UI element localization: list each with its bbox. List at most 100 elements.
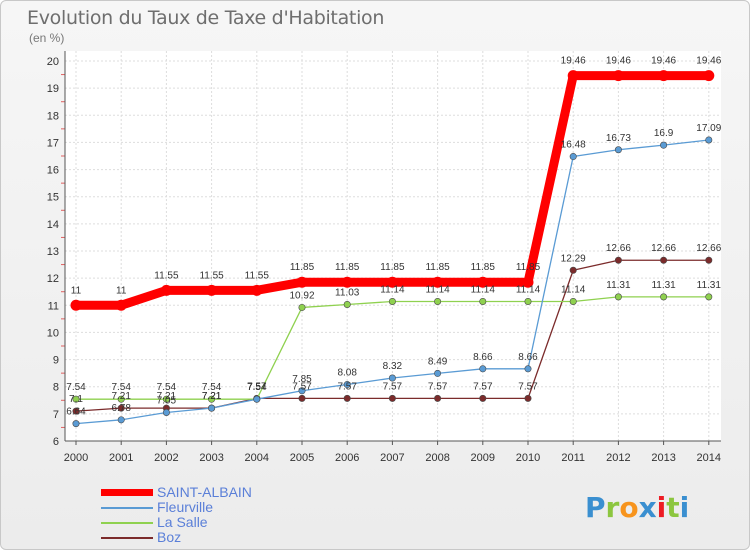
data-point	[660, 141, 668, 149]
data-label: 12.66	[606, 243, 631, 254]
legend-label: Fleurville	[157, 499, 214, 515]
data-label: 7.21	[157, 391, 177, 402]
y-tick-label: 7	[53, 409, 59, 421]
data-point	[251, 284, 263, 296]
y-tick-label: 14	[47, 219, 59, 231]
data-label: 11.03	[335, 287, 360, 298]
data-label: 8.08	[337, 368, 357, 379]
data-point	[115, 299, 127, 311]
y-tick-label: 17	[47, 137, 59, 149]
data-label: 7.54	[66, 382, 86, 393]
x-tick-label: 2002	[154, 452, 178, 464]
data-label: 7.57	[247, 381, 267, 392]
data-label: 7.57	[428, 381, 448, 392]
data-label: 11.14	[471, 284, 496, 295]
data-label: 7.54	[247, 382, 267, 393]
x-tick-label: 2004	[245, 452, 269, 464]
data-label: 11	[71, 285, 82, 296]
legend-swatch	[101, 489, 153, 496]
data-label: 19.46	[651, 56, 676, 67]
data-point	[477, 276, 489, 288]
data-point	[296, 276, 308, 288]
data-point	[208, 404, 216, 412]
y-tick-label: 12	[47, 273, 59, 285]
proxiti-logo: Proxiti	[585, 491, 689, 524]
data-label: 19.46	[606, 56, 631, 67]
y-tick-label: 15	[47, 192, 59, 204]
data-label: 11.85	[516, 262, 541, 273]
data-label: 12.66	[696, 243, 721, 254]
legend-swatch	[101, 522, 153, 524]
data-point	[72, 407, 80, 415]
data-point	[479, 394, 487, 402]
logo-letter: P	[585, 491, 606, 524]
legend-swatch	[101, 507, 153, 509]
data-point	[160, 284, 172, 296]
y-tick-label: 19	[47, 83, 59, 95]
data-label: 11.55	[154, 270, 179, 281]
y-tick-label: 11	[48, 300, 59, 312]
data-label: 7.05	[157, 396, 177, 407]
data-point	[343, 394, 351, 402]
data-label: 6.78	[111, 403, 131, 414]
data-label: 16.9	[654, 128, 674, 139]
data-point	[72, 395, 80, 403]
data-label: 7.21	[111, 391, 131, 402]
data-label: 12.66	[651, 243, 676, 254]
x-tick-label: 2014	[697, 452, 721, 464]
data-point	[253, 395, 261, 403]
data-point	[567, 70, 579, 82]
data-point	[569, 266, 577, 274]
data-label: 8.49	[428, 356, 448, 367]
x-tick-label: 2001	[109, 452, 133, 464]
unit-label: (en %)	[29, 31, 65, 45]
data-point	[432, 276, 444, 288]
data-label: 11	[116, 285, 127, 296]
x-tick-label: 2011	[561, 452, 585, 464]
data-label: 7.54	[111, 382, 131, 393]
data-label: 8.66	[518, 352, 538, 363]
data-label: 7.57	[518, 381, 538, 392]
y-tick-label: 9	[53, 355, 59, 367]
data-label: 7.54	[247, 382, 267, 393]
x-tick-label: 2009	[471, 452, 495, 464]
data-point	[298, 394, 306, 402]
data-point	[117, 416, 125, 424]
data-point	[343, 300, 351, 308]
data-label: 19.46	[561, 56, 586, 67]
data-label: 11.85	[471, 262, 496, 273]
data-label: 8.66	[473, 352, 493, 363]
data-label: 7.85	[292, 374, 312, 385]
data-label: 11.31	[651, 280, 676, 291]
x-tick-label: 2006	[335, 452, 359, 464]
chart-title: Evolution du Taux de Taxe d'Habitation	[27, 7, 385, 29]
data-point	[341, 276, 353, 288]
data-point	[522, 276, 534, 288]
data-point	[206, 284, 218, 296]
data-label: 11.85	[425, 262, 450, 273]
data-label: 11.31	[697, 280, 722, 291]
data-point	[703, 70, 715, 82]
data-point	[117, 395, 125, 403]
data-label: 11.31	[606, 280, 631, 291]
data-label: 7.57	[292, 381, 312, 392]
data-point	[612, 70, 624, 82]
data-label: 16.48	[561, 140, 586, 151]
y-tick-label: 18	[47, 110, 59, 122]
data-point	[614, 293, 622, 301]
data-label: 11.85	[335, 262, 360, 273]
data-point	[524, 365, 532, 373]
data-point	[162, 408, 170, 416]
data-label: 8.32	[383, 361, 403, 372]
data-label: 7.21	[202, 391, 222, 402]
data-point	[569, 153, 577, 161]
data-label: 7.57	[473, 381, 493, 392]
legend-label: Boz	[157, 529, 182, 545]
data-point	[524, 297, 532, 305]
data-label: 7.21	[202, 391, 222, 402]
data-label: 11.85	[380, 262, 405, 273]
data-point	[70, 299, 82, 311]
x-tick-label: 2013	[651, 452, 675, 464]
data-label: 7.54	[202, 382, 222, 393]
